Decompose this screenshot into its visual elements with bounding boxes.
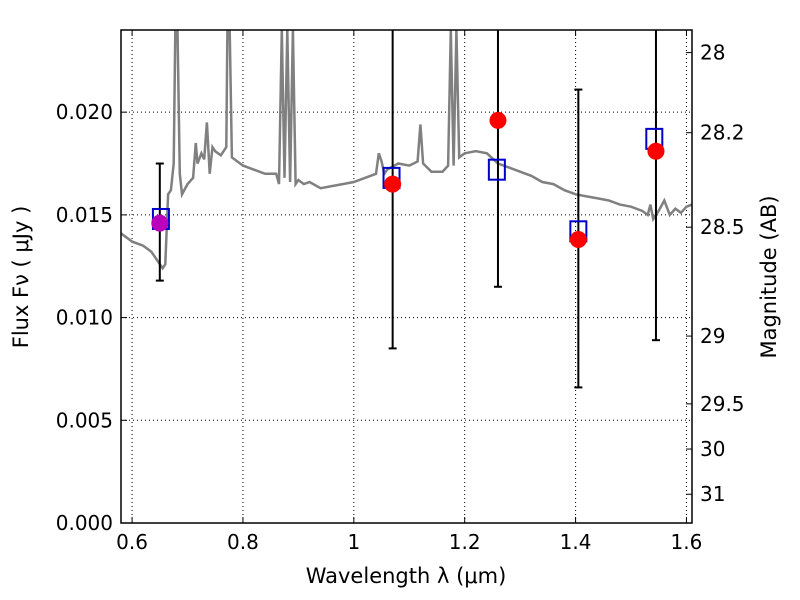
grid-lines [121,30,692,524]
y2-tick-label: 28.2 [700,121,745,145]
y-tick-label: 0.005 [56,408,113,432]
observed-flux-point [569,231,587,249]
y2-axis-ticks: 28 28.2 28.5 29 29.5 30 31 [686,41,745,506]
x-axis-title: Wavelength λ (μm) [306,564,507,588]
y2-tick-label: 28.5 [700,215,745,239]
x-tick-label: 0.6 [116,530,148,554]
y2-axis-title: Magnitude (AB) [757,195,781,358]
x-tick-label: 1.2 [449,530,481,554]
observed-flux-point [489,111,507,129]
y2-tick-label: 28 [700,41,725,65]
observed-flux-point [384,175,402,193]
observed-flux-point [647,142,665,160]
y2-tick-label: 29.5 [700,392,745,416]
model-photometry-square [487,158,506,181]
error-bars [155,30,660,389]
x-tick-label: 1.6 [671,530,703,554]
y2-tick-label: 30 [700,437,725,461]
observed-photometry-markers [151,111,665,249]
model-spectrum-line [121,30,692,271]
plot-area [121,30,692,389]
y-tick-label: 0.015 [56,203,113,227]
x-tick-label: 1.4 [560,530,592,554]
y2-tick-label: 31 [700,482,725,506]
y-axis-ticks: 0.000 0.005 0.010 0.015 0.020 [56,100,127,535]
y-axis-title: Flux Fν ( μJy ) [9,206,33,349]
model-photometry-markers [151,127,664,243]
y-tick-label: 0.020 [56,100,113,124]
observed-flux-point [151,214,169,232]
x-tick-label: 0.8 [227,530,259,554]
plot-frame [120,29,693,524]
x-axis-ticks: 0.6 0.8 1 1.2 1.4 1.6 [116,30,702,554]
x-tick-label: 1 [347,530,360,554]
y-tick-label: 0.010 [56,306,113,330]
y2-tick-label: 29 [700,324,725,348]
y-tick-label: 0.000 [56,511,113,535]
